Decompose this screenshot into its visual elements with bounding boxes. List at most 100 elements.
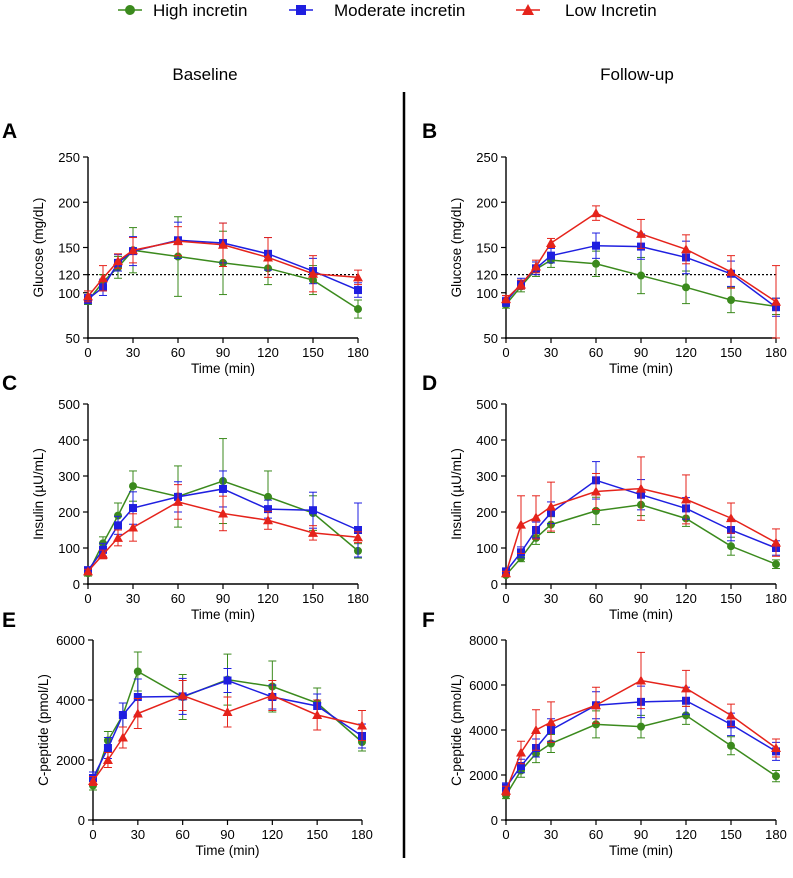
data-point <box>312 710 323 719</box>
legend-label: Moderate incretin <box>334 1 465 20</box>
legend-item-moderate-incretin: Moderate incretin <box>289 1 465 20</box>
data-point <box>129 504 137 513</box>
x-tick-label: 60 <box>589 827 603 842</box>
data-point <box>636 483 646 493</box>
series-low-incretin <box>83 222 363 303</box>
data-point <box>118 711 127 719</box>
data-point <box>133 667 142 676</box>
data-point <box>223 676 232 685</box>
y-tick-label: 120 <box>58 268 80 283</box>
data-point <box>592 241 600 250</box>
panel-letter: E <box>2 609 16 632</box>
y-tick-label: 500 <box>58 397 80 412</box>
data-point <box>128 522 138 532</box>
y-tick-label: 300 <box>476 469 498 484</box>
data-point <box>547 251 555 260</box>
y-axis-label: C-peptide (pmol/L) <box>449 674 464 786</box>
y-tick-label: 100 <box>476 286 498 301</box>
y-tick-label: 250 <box>58 150 80 165</box>
data-point <box>771 296 781 306</box>
series-low-incretin <box>501 456 781 578</box>
y-tick-label: 8000 <box>469 633 498 648</box>
x-tick-label: 150 <box>720 345 742 360</box>
legend-marker-circle <box>125 5 135 15</box>
data-point <box>531 261 541 271</box>
y-tick-label: 200 <box>476 195 498 210</box>
x-tick-label: 30 <box>544 345 558 360</box>
x-tick-label: 60 <box>589 591 603 606</box>
x-axis-label: Time (min) <box>609 361 673 376</box>
x-tick-label: 0 <box>502 827 509 842</box>
y-tick-label: 2000 <box>56 753 85 768</box>
data-point <box>222 707 233 716</box>
legend-label: High incretin <box>153 1 248 20</box>
series-low-incretin <box>88 680 367 786</box>
x-tick-label: 180 <box>765 827 787 842</box>
data-point <box>113 532 123 542</box>
data-point <box>682 711 690 720</box>
y-tick-label: 0 <box>73 577 80 592</box>
data-point <box>357 720 367 730</box>
y-tick-label: 300 <box>58 469 80 484</box>
x-tick-label: 0 <box>89 827 96 842</box>
legend: High incretin Moderate incretin Low Incr… <box>118 1 657 20</box>
data-point <box>117 732 128 742</box>
legend-item-high-incretin: High incretin <box>118 1 248 20</box>
legend-item-low-incretin: Low Incretin <box>516 1 657 20</box>
data-point <box>681 244 691 254</box>
data-point <box>353 532 363 542</box>
x-tick-label: 90 <box>220 827 234 842</box>
data-point <box>83 291 93 301</box>
panel-letter: D <box>422 372 437 395</box>
data-point <box>267 690 278 700</box>
data-point <box>173 496 183 506</box>
data-point <box>726 710 736 720</box>
data-point <box>114 511 122 520</box>
x-tick-label: 90 <box>216 591 230 606</box>
x-tick-label: 60 <box>171 345 185 360</box>
data-point <box>637 722 645 731</box>
series-low-incretin <box>501 651 781 796</box>
legend-marker-triangle <box>522 4 534 15</box>
panel-letter: B <box>422 120 437 143</box>
data-point <box>546 501 556 511</box>
data-point <box>771 743 781 752</box>
data-point <box>727 542 735 551</box>
data-point <box>501 294 511 304</box>
data-point <box>501 568 511 578</box>
x-tick-label: 0 <box>84 345 91 360</box>
x-tick-label: 90 <box>634 827 648 842</box>
x-tick-label: 60 <box>589 345 603 360</box>
column-title-baseline: Baseline <box>172 65 237 84</box>
data-point <box>114 521 122 530</box>
data-point <box>771 537 781 547</box>
data-point <box>727 295 735 304</box>
data-point <box>592 259 600 268</box>
panel-f: F 0 2000 4000 6000 8000 0 30 60 90 120 150 180 Time (… <box>422 609 787 858</box>
data-point <box>218 239 228 249</box>
data-point <box>177 690 188 700</box>
series-low-incretin <box>501 205 781 339</box>
data-point <box>726 266 736 276</box>
data-point <box>354 526 362 534</box>
data-point <box>263 252 273 262</box>
x-tick-label: 150 <box>302 591 324 606</box>
data-point <box>517 762 525 770</box>
x-tick-label: 180 <box>765 591 787 606</box>
data-point <box>591 208 601 218</box>
data-point <box>772 772 780 781</box>
x-tick-label: 30 <box>126 345 140 360</box>
data-point <box>682 283 690 292</box>
x-tick-label: 150 <box>302 345 324 360</box>
y-tick-label: 400 <box>476 433 498 448</box>
x-tick-label: 150 <box>720 591 742 606</box>
y-tick-label: 400 <box>58 433 80 448</box>
y-tick-label: 0 <box>491 577 498 592</box>
data-point <box>592 720 600 729</box>
panels: A 50 100 120 150 200 250 0 30 60 90 120 150 180 Time (… <box>2 120 787 858</box>
data-point <box>354 305 362 314</box>
data-point <box>263 515 273 525</box>
y-tick-label: 100 <box>58 286 80 301</box>
y-tick-label: 2000 <box>469 768 498 783</box>
panel-letter: F <box>422 609 435 632</box>
